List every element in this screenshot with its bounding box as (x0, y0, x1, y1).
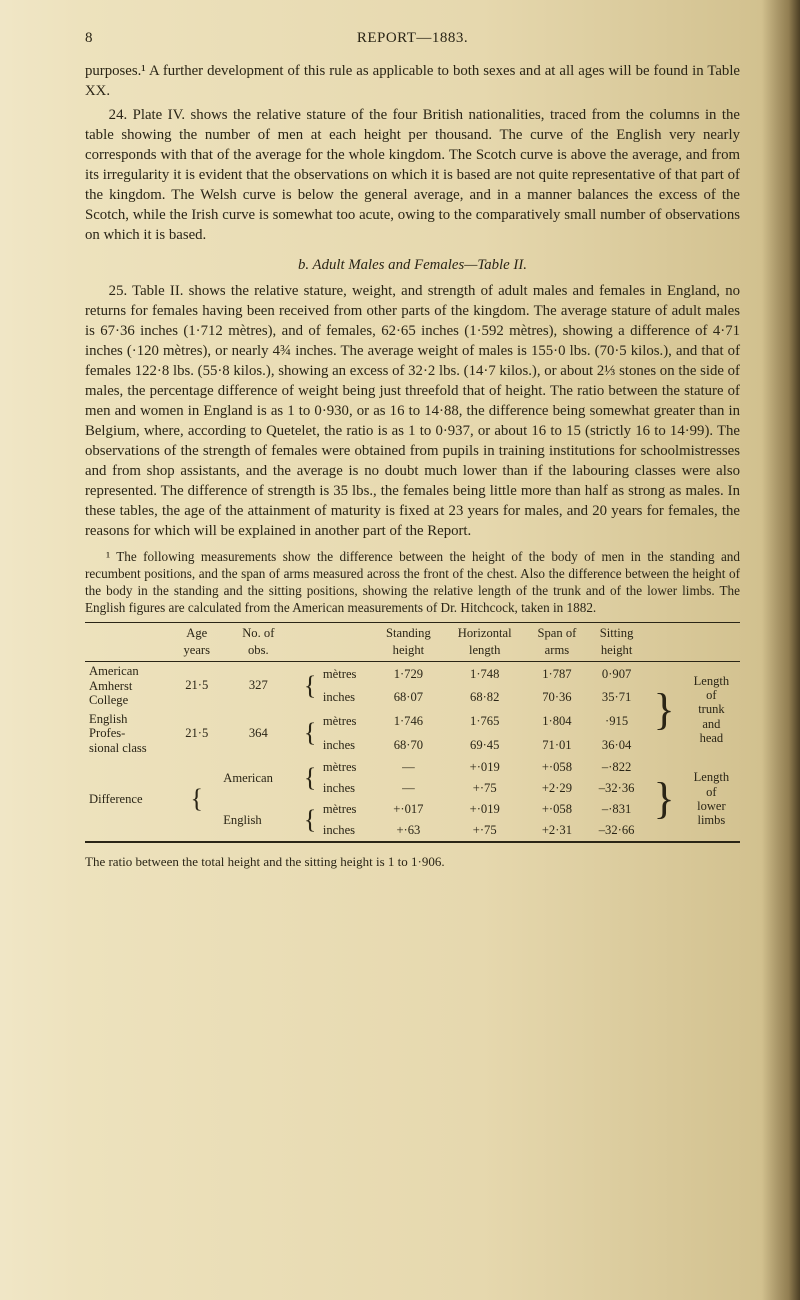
row1-label: American Amherst College (85, 662, 174, 709)
running-head: REPORT—1883. (357, 28, 468, 48)
row2-label: English Profes- sional class (85, 710, 174, 757)
page-header: 8 REPORT—1883. 8 (85, 28, 740, 48)
note-lower-limbs: Length of lower limbs (683, 757, 740, 842)
note-trunk-head: Length of trunk and head (683, 662, 740, 757)
col-age: Age years (174, 623, 219, 662)
table-row: English Profes- sional class 21·5 364 { … (85, 710, 740, 734)
para-25: 25. Table II. shows the relative stature… (85, 282, 740, 542)
measurements-table: Age years No. of obs. Standing height Ho… (85, 622, 740, 843)
para-24: 24. Plate IV. shows the relative stature… (85, 106, 740, 246)
page: 8 REPORT—1883. 8 purposes.¹ A further de… (0, 0, 800, 1300)
col-standing: Standing height (373, 623, 443, 662)
table-row: American Amherst College 21·5 327 { mètr… (85, 662, 740, 686)
row3-label: Difference (85, 757, 174, 842)
para-purposes: purposes.¹ A further development of this… (85, 62, 740, 102)
table-row: Difference { American { mètres — +·019 +… (85, 757, 740, 778)
col-no: No. of obs. (219, 623, 297, 662)
col-sitting: Sitting height (588, 623, 646, 662)
footnote-1: ¹ The following measurements show the di… (85, 548, 740, 617)
table-header-row: Age years No. of obs. Standing height Ho… (85, 623, 740, 662)
section-b-heading: b. Adult Males and Females—Table II. (85, 256, 740, 276)
table-caption: The ratio between the total height and t… (85, 853, 740, 871)
col-span: Span of arms (526, 623, 588, 662)
col-horizontal: Horizontal length (443, 623, 526, 662)
page-number: 8 (85, 28, 93, 48)
